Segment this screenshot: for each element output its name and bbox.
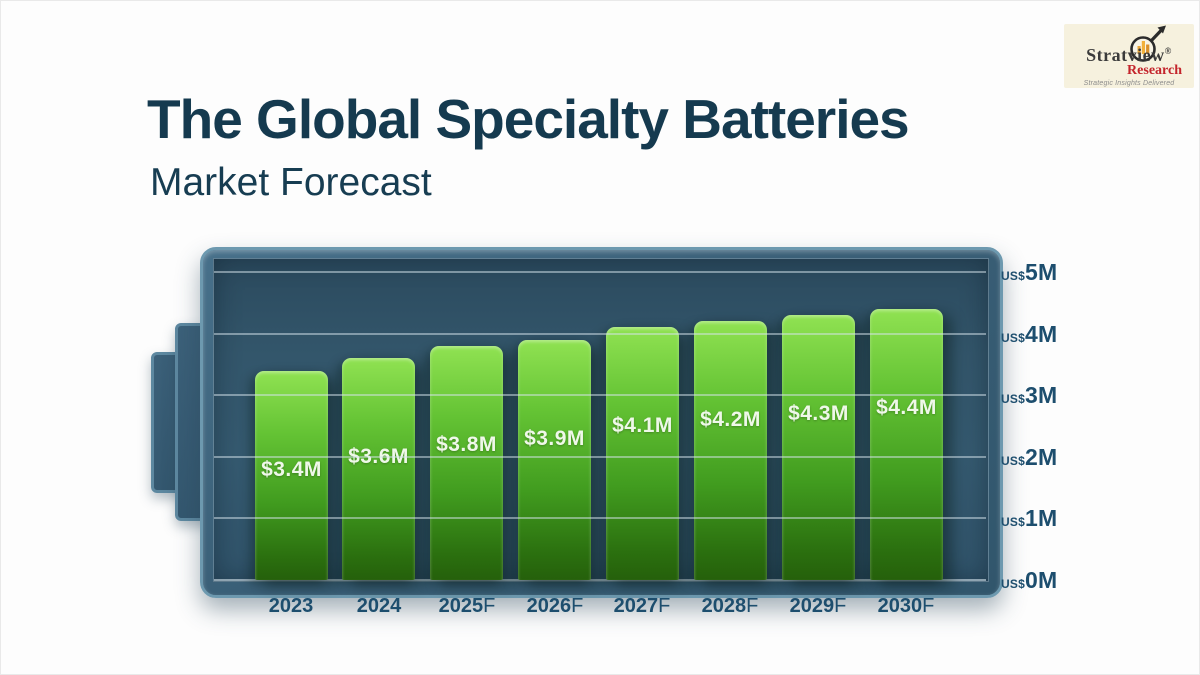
- bar-2026F: $3.9M: [518, 340, 591, 580]
- logo-tagline: Strategic Insights Delivered: [1083, 80, 1175, 87]
- x-label-2030F: 2030F: [858, 592, 954, 620]
- x-label-year: 2027: [613, 595, 659, 617]
- x-label-2026F: 2026F: [507, 592, 603, 620]
- x-label-forecast-suffix: F: [571, 595, 584, 617]
- y-tick-4M: US$4M: [1001, 319, 1057, 349]
- bar-value-label: $4.2M: [700, 408, 761, 431]
- x-label-year: 2028: [701, 595, 747, 617]
- y-tick-prefix: US$: [1001, 392, 1025, 406]
- bar-2029F: $4.3M: [782, 315, 855, 580]
- bar-value-label: $3.6M: [348, 445, 409, 468]
- y-tick-0M: US$0M: [1001, 565, 1057, 595]
- y-tick-2M: US$2M: [1001, 442, 1057, 472]
- bar-value-label: $3.8M: [436, 433, 497, 456]
- x-label-2029F: 2029F: [770, 592, 866, 620]
- bar-2023: $3.4M: [255, 371, 328, 580]
- y-tick-prefix: US$: [1001, 577, 1025, 591]
- x-label-2025F: 2025F: [419, 592, 515, 620]
- x-label-year: 2030: [877, 595, 923, 617]
- x-label-year: 2023: [268, 595, 314, 617]
- y-tick-value: 4M: [1024, 321, 1058, 347]
- bar-value-label: $4.3M: [788, 402, 849, 425]
- y-tick-5M: US$5M: [1001, 257, 1057, 287]
- stratview-logo: Stratview® Research Strategic Insights D…: [1064, 24, 1194, 88]
- y-tick-prefix: US$: [1001, 454, 1025, 468]
- x-label-2027F: 2027F: [594, 592, 690, 620]
- bar-2030F: $4.4M: [870, 309, 943, 580]
- x-label-forecast-suffix: F: [922, 595, 935, 617]
- y-tick-value: 0M: [1024, 567, 1058, 593]
- bar-value-label: $3.4M: [261, 458, 322, 481]
- y-tick-prefix: US$: [1001, 331, 1025, 345]
- bar-2024: $3.6M: [342, 358, 415, 580]
- registered-mark: ®: [1164, 46, 1172, 56]
- bar-2025F: $3.8M: [430, 346, 503, 580]
- y-tick-value: 5M: [1024, 259, 1058, 285]
- page-subtitle: Market Forecast: [150, 161, 432, 204]
- x-label-forecast-suffix: F: [746, 595, 759, 617]
- x-label-2023: 2023: [243, 592, 339, 620]
- magnifier-chart-icon: [1130, 25, 1166, 62]
- logo-brand-text: Stratview®: [1064, 41, 1194, 65]
- x-label-forecast-suffix: F: [658, 595, 671, 617]
- x-label-year: 2026: [526, 595, 572, 617]
- x-label-forecast-suffix: F: [483, 595, 496, 617]
- page-title: The Global Specialty Batteries: [147, 88, 910, 150]
- y-tick-value: 2M: [1024, 444, 1058, 470]
- bar-2027F: $4.1M: [606, 327, 679, 580]
- x-label-year: 2025: [438, 595, 484, 617]
- x-label-forecast-suffix: F: [834, 595, 847, 617]
- bar-value-label: $3.9M: [524, 427, 585, 450]
- y-tick-value: 1M: [1024, 505, 1058, 531]
- bar-value-label: $4.1M: [612, 414, 673, 437]
- x-label-year: 2029: [789, 595, 835, 617]
- y-tick-3M: US$3M: [1001, 380, 1057, 410]
- y-tick-prefix: US$: [1001, 269, 1025, 283]
- bar-value-label: $4.4M: [876, 396, 937, 419]
- bar-2028F: $4.2M: [694, 321, 767, 580]
- x-label-2028F: 2028F: [682, 592, 778, 620]
- x-label-year: 2024: [356, 595, 402, 617]
- y-tick-1M: US$1M: [1001, 503, 1057, 533]
- logo-brand-name: Stratview: [1086, 45, 1165, 65]
- y-tick-prefix: US$: [1001, 515, 1025, 529]
- logo-sub-brand: Research: [1127, 63, 1182, 78]
- y-tick-value: 3M: [1024, 382, 1058, 408]
- x-label-2024: 2024: [331, 592, 427, 620]
